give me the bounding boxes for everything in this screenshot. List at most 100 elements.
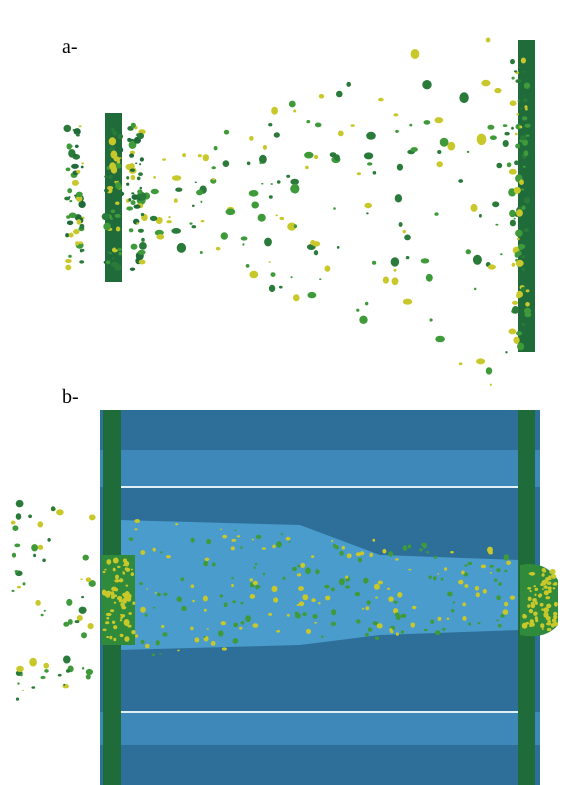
particle: [81, 632, 87, 638]
particle: [451, 609, 454, 612]
particle: [111, 210, 115, 213]
particle: [12, 590, 15, 592]
particle: [394, 601, 398, 604]
particle: [306, 629, 311, 634]
particle: [69, 200, 72, 202]
particle: [300, 563, 305, 568]
particle: [383, 277, 389, 284]
particle: [141, 640, 145, 644]
particle: [218, 630, 224, 636]
particle: [83, 555, 89, 561]
particle: [503, 140, 509, 147]
particle: [221, 621, 226, 625]
particle: [123, 594, 128, 598]
particle: [408, 544, 411, 548]
particle: [308, 292, 317, 298]
particle: [515, 252, 520, 258]
particle: [66, 168, 71, 172]
particle: [78, 241, 82, 244]
particle: [58, 674, 62, 677]
particle: [368, 627, 373, 631]
particle: [118, 134, 124, 140]
particle: [269, 195, 273, 198]
particle: [203, 154, 209, 161]
particle: [135, 634, 138, 638]
particle: [458, 580, 463, 585]
particle: [365, 302, 368, 306]
particle: [126, 206, 133, 210]
particle: [378, 581, 383, 585]
particle: [138, 198, 141, 201]
particle: [459, 362, 463, 365]
particle: [400, 614, 406, 618]
particle: [109, 175, 113, 180]
particle: [515, 79, 521, 83]
particle: [120, 619, 122, 621]
particle: [192, 600, 195, 603]
particle: [175, 523, 178, 525]
particle: [319, 278, 321, 280]
particle: [138, 229, 144, 233]
particle: [137, 189, 142, 194]
particle: [251, 202, 259, 209]
particle: [222, 535, 227, 539]
particle: [362, 608, 364, 610]
particle: [269, 261, 271, 263]
particle: [437, 573, 439, 574]
particle: [113, 638, 116, 642]
particle: [65, 259, 72, 263]
particle: [515, 133, 518, 136]
particle: [434, 556, 438, 559]
particle: [542, 588, 544, 590]
particle: [369, 553, 373, 557]
particle: [231, 577, 233, 579]
particle: [115, 182, 121, 187]
particle: [393, 269, 396, 272]
particle: [80, 204, 82, 206]
particle: [331, 587, 335, 591]
particle: [220, 529, 222, 530]
particle: [125, 567, 129, 570]
particle: [114, 602, 117, 604]
particle: [118, 252, 122, 256]
particle: [130, 268, 135, 271]
particle: [63, 684, 65, 686]
particle: [514, 187, 521, 194]
particle: [364, 203, 372, 208]
particle: [434, 212, 438, 215]
particle: [281, 533, 283, 535]
particle: [521, 58, 526, 64]
particle: [172, 175, 181, 181]
particle: [78, 201, 85, 208]
particle: [311, 555, 314, 558]
particle: [111, 262, 119, 267]
particle: [120, 616, 123, 618]
particle: [106, 260, 110, 264]
particle: [76, 192, 83, 197]
particle: [129, 154, 134, 158]
particle: [141, 213, 144, 216]
particle: [450, 551, 454, 553]
particle: [547, 628, 552, 631]
particle: [140, 550, 145, 555]
particle: [111, 166, 117, 173]
particle: [224, 602, 228, 607]
particle: [377, 623, 383, 628]
particle: [430, 318, 433, 321]
particle: [409, 124, 412, 127]
particle: [490, 565, 494, 568]
particle: [496, 595, 501, 600]
particle: [190, 627, 193, 631]
particle: [315, 123, 322, 128]
particle: [103, 223, 111, 231]
particle: [233, 623, 238, 628]
particle: [522, 623, 528, 629]
particle: [81, 596, 84, 598]
particle: [103, 629, 107, 632]
particle: [240, 546, 242, 549]
particle: [438, 617, 442, 621]
particle: [44, 610, 46, 612]
particle: [129, 163, 135, 169]
particle: [500, 253, 503, 255]
particle: [453, 601, 455, 603]
